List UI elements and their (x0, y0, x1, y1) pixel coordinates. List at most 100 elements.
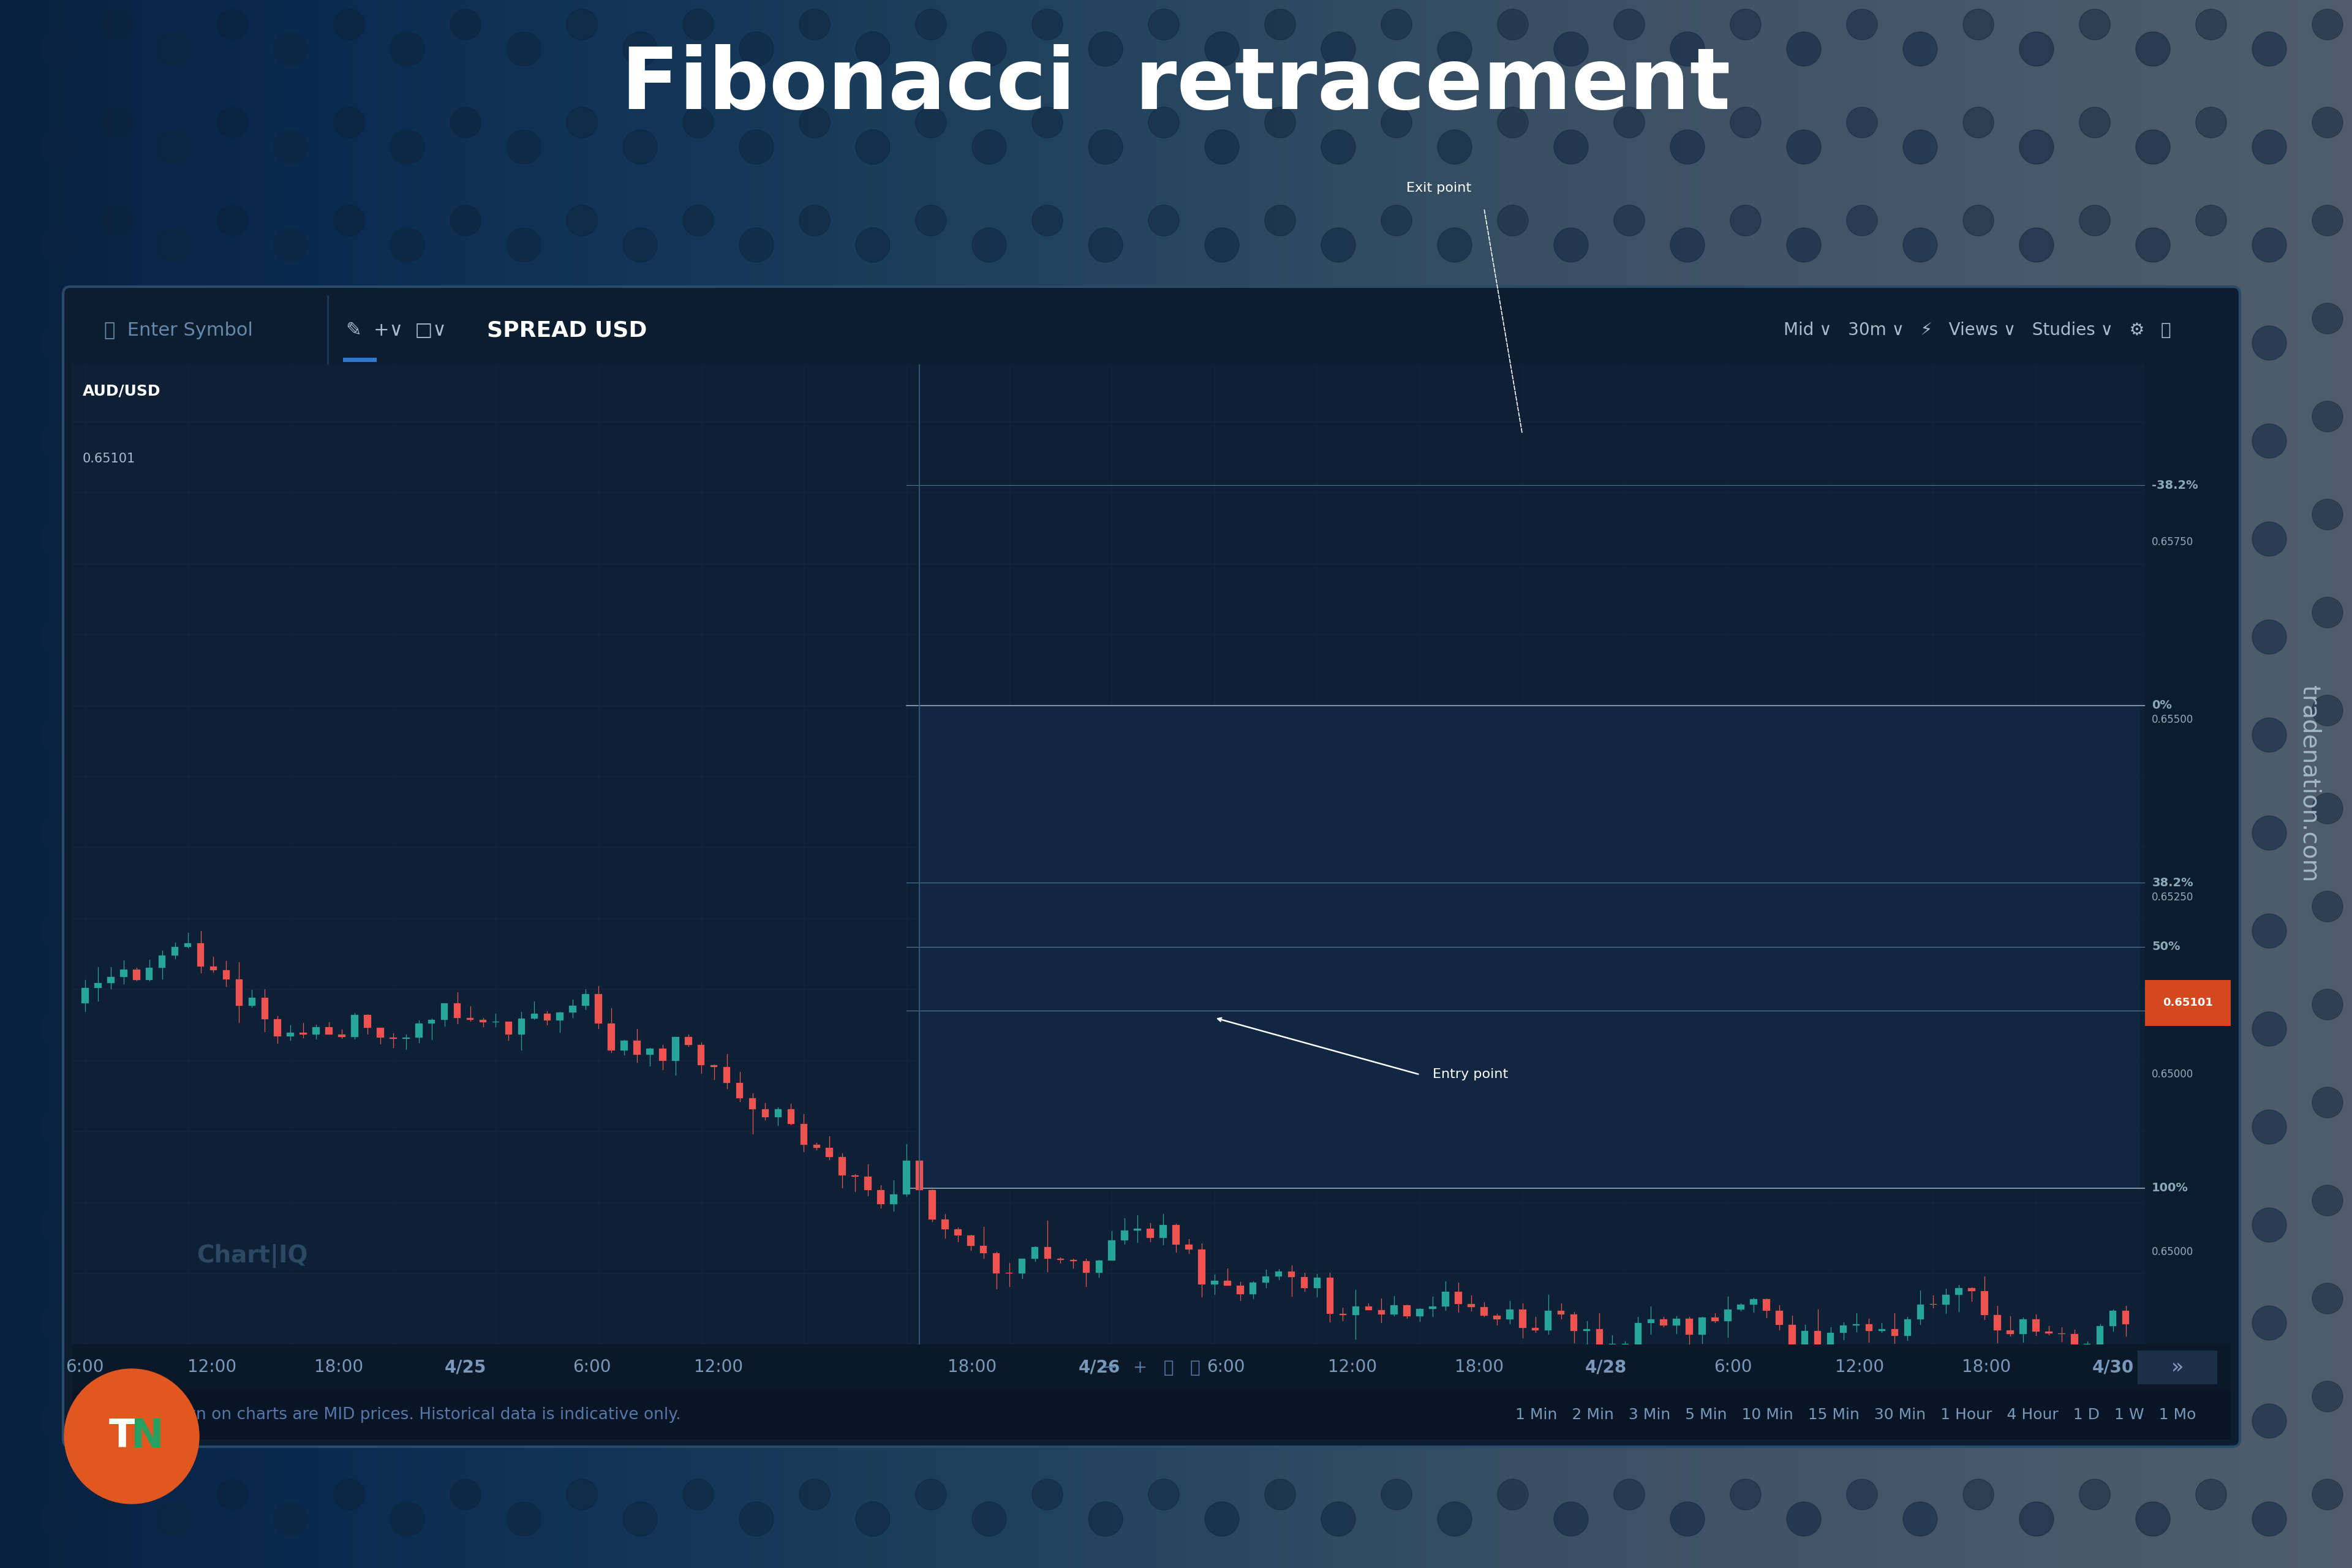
Circle shape (334, 695, 365, 726)
Bar (929, 1190, 936, 1220)
Bar (2122, 1311, 2129, 1323)
Bar (877, 1190, 884, 1204)
Circle shape (101, 891, 132, 922)
Circle shape (1498, 1381, 1529, 1411)
Circle shape (1089, 423, 1122, 458)
Circle shape (2197, 1479, 2227, 1510)
Circle shape (1089, 1207, 1122, 1242)
Text: 12:00: 12:00 (694, 1359, 743, 1377)
Circle shape (567, 793, 597, 823)
Text: 18:00: 18:00 (1962, 1359, 2011, 1377)
Circle shape (1322, 1306, 1355, 1341)
Circle shape (1204, 1207, 1240, 1242)
Circle shape (1437, 1502, 1472, 1537)
Circle shape (334, 1479, 365, 1510)
Circle shape (971, 130, 1007, 165)
Circle shape (2136, 1110, 2171, 1145)
Bar (1416, 1309, 1423, 1316)
Bar (955, 1229, 962, 1236)
Circle shape (1964, 1381, 1994, 1411)
Circle shape (1381, 597, 1411, 627)
Circle shape (1613, 499, 1644, 530)
Circle shape (623, 326, 656, 361)
Circle shape (1265, 499, 1296, 530)
Bar (120, 969, 127, 977)
Text: 18:00: 18:00 (315, 1359, 362, 1377)
Circle shape (2253, 522, 2286, 557)
Circle shape (1670, 423, 1705, 458)
Circle shape (273, 1207, 308, 1242)
Circle shape (216, 1479, 249, 1510)
Circle shape (1033, 1087, 1063, 1118)
Text: T: T (108, 1417, 136, 1455)
Circle shape (1204, 130, 1240, 165)
Bar (1070, 1259, 1077, 1261)
Circle shape (1903, 227, 1938, 262)
Circle shape (1613, 793, 1644, 823)
Bar (1390, 1306, 1397, 1314)
Bar (2145, 980, 2230, 1025)
Circle shape (739, 130, 774, 165)
Circle shape (856, 522, 889, 557)
Circle shape (1204, 227, 1240, 262)
Circle shape (1613, 1479, 1644, 1510)
Bar (1456, 1292, 1463, 1305)
Circle shape (2079, 107, 2110, 138)
Bar (1479, 1308, 1486, 1316)
Circle shape (2079, 1381, 2110, 1411)
Circle shape (1322, 522, 1355, 557)
Circle shape (40, 227, 75, 262)
Circle shape (2136, 130, 2171, 165)
Circle shape (1788, 31, 1820, 66)
Circle shape (1731, 597, 1762, 627)
Bar (1686, 1319, 1693, 1334)
Text: 4/28: 4/28 (1585, 1359, 1628, 1377)
Circle shape (506, 815, 541, 850)
Circle shape (506, 326, 541, 361)
Bar (1018, 1259, 1025, 1273)
Bar (146, 967, 153, 980)
Circle shape (1265, 1283, 1296, 1314)
Circle shape (1204, 914, 1240, 949)
Circle shape (334, 499, 365, 530)
Circle shape (1903, 1502, 1938, 1537)
Circle shape (2136, 423, 2171, 458)
Circle shape (40, 815, 75, 850)
Bar (532, 1014, 539, 1019)
Circle shape (273, 619, 308, 654)
Bar (1404, 1306, 1411, 1316)
Bar (1211, 1281, 1218, 1284)
Bar (736, 1083, 743, 1098)
Circle shape (1670, 1110, 1705, 1145)
Text: Prices shown on charts are MID prices. Historical data is indicative only.: Prices shown on charts are MID prices. H… (101, 1406, 680, 1422)
Circle shape (449, 401, 480, 431)
Circle shape (506, 1306, 541, 1341)
Circle shape (1265, 303, 1296, 334)
Circle shape (915, 695, 946, 726)
Circle shape (971, 619, 1007, 654)
Text: SPREAD USD: SPREAD USD (487, 320, 647, 340)
Circle shape (1322, 1110, 1355, 1145)
Bar (1891, 1330, 1898, 1336)
Circle shape (739, 1306, 774, 1341)
Circle shape (40, 619, 75, 654)
Bar (1096, 1261, 1103, 1273)
Circle shape (1089, 1011, 1122, 1046)
Circle shape (1498, 205, 1529, 235)
Bar (840, 1157, 847, 1174)
Circle shape (1613, 9, 1644, 39)
Circle shape (40, 718, 75, 753)
Circle shape (856, 619, 889, 654)
Circle shape (1322, 1403, 1355, 1438)
Circle shape (1846, 303, 1877, 334)
Bar (1430, 1306, 1437, 1309)
Circle shape (158, 718, 193, 753)
Text: 50%: 50% (2152, 941, 2180, 953)
Circle shape (216, 891, 249, 922)
Bar (1750, 1300, 1757, 1305)
Bar (699, 1044, 706, 1065)
Circle shape (1437, 914, 1472, 949)
Circle shape (1613, 695, 1644, 726)
Bar (1672, 1319, 1679, 1325)
Circle shape (1265, 9, 1296, 39)
